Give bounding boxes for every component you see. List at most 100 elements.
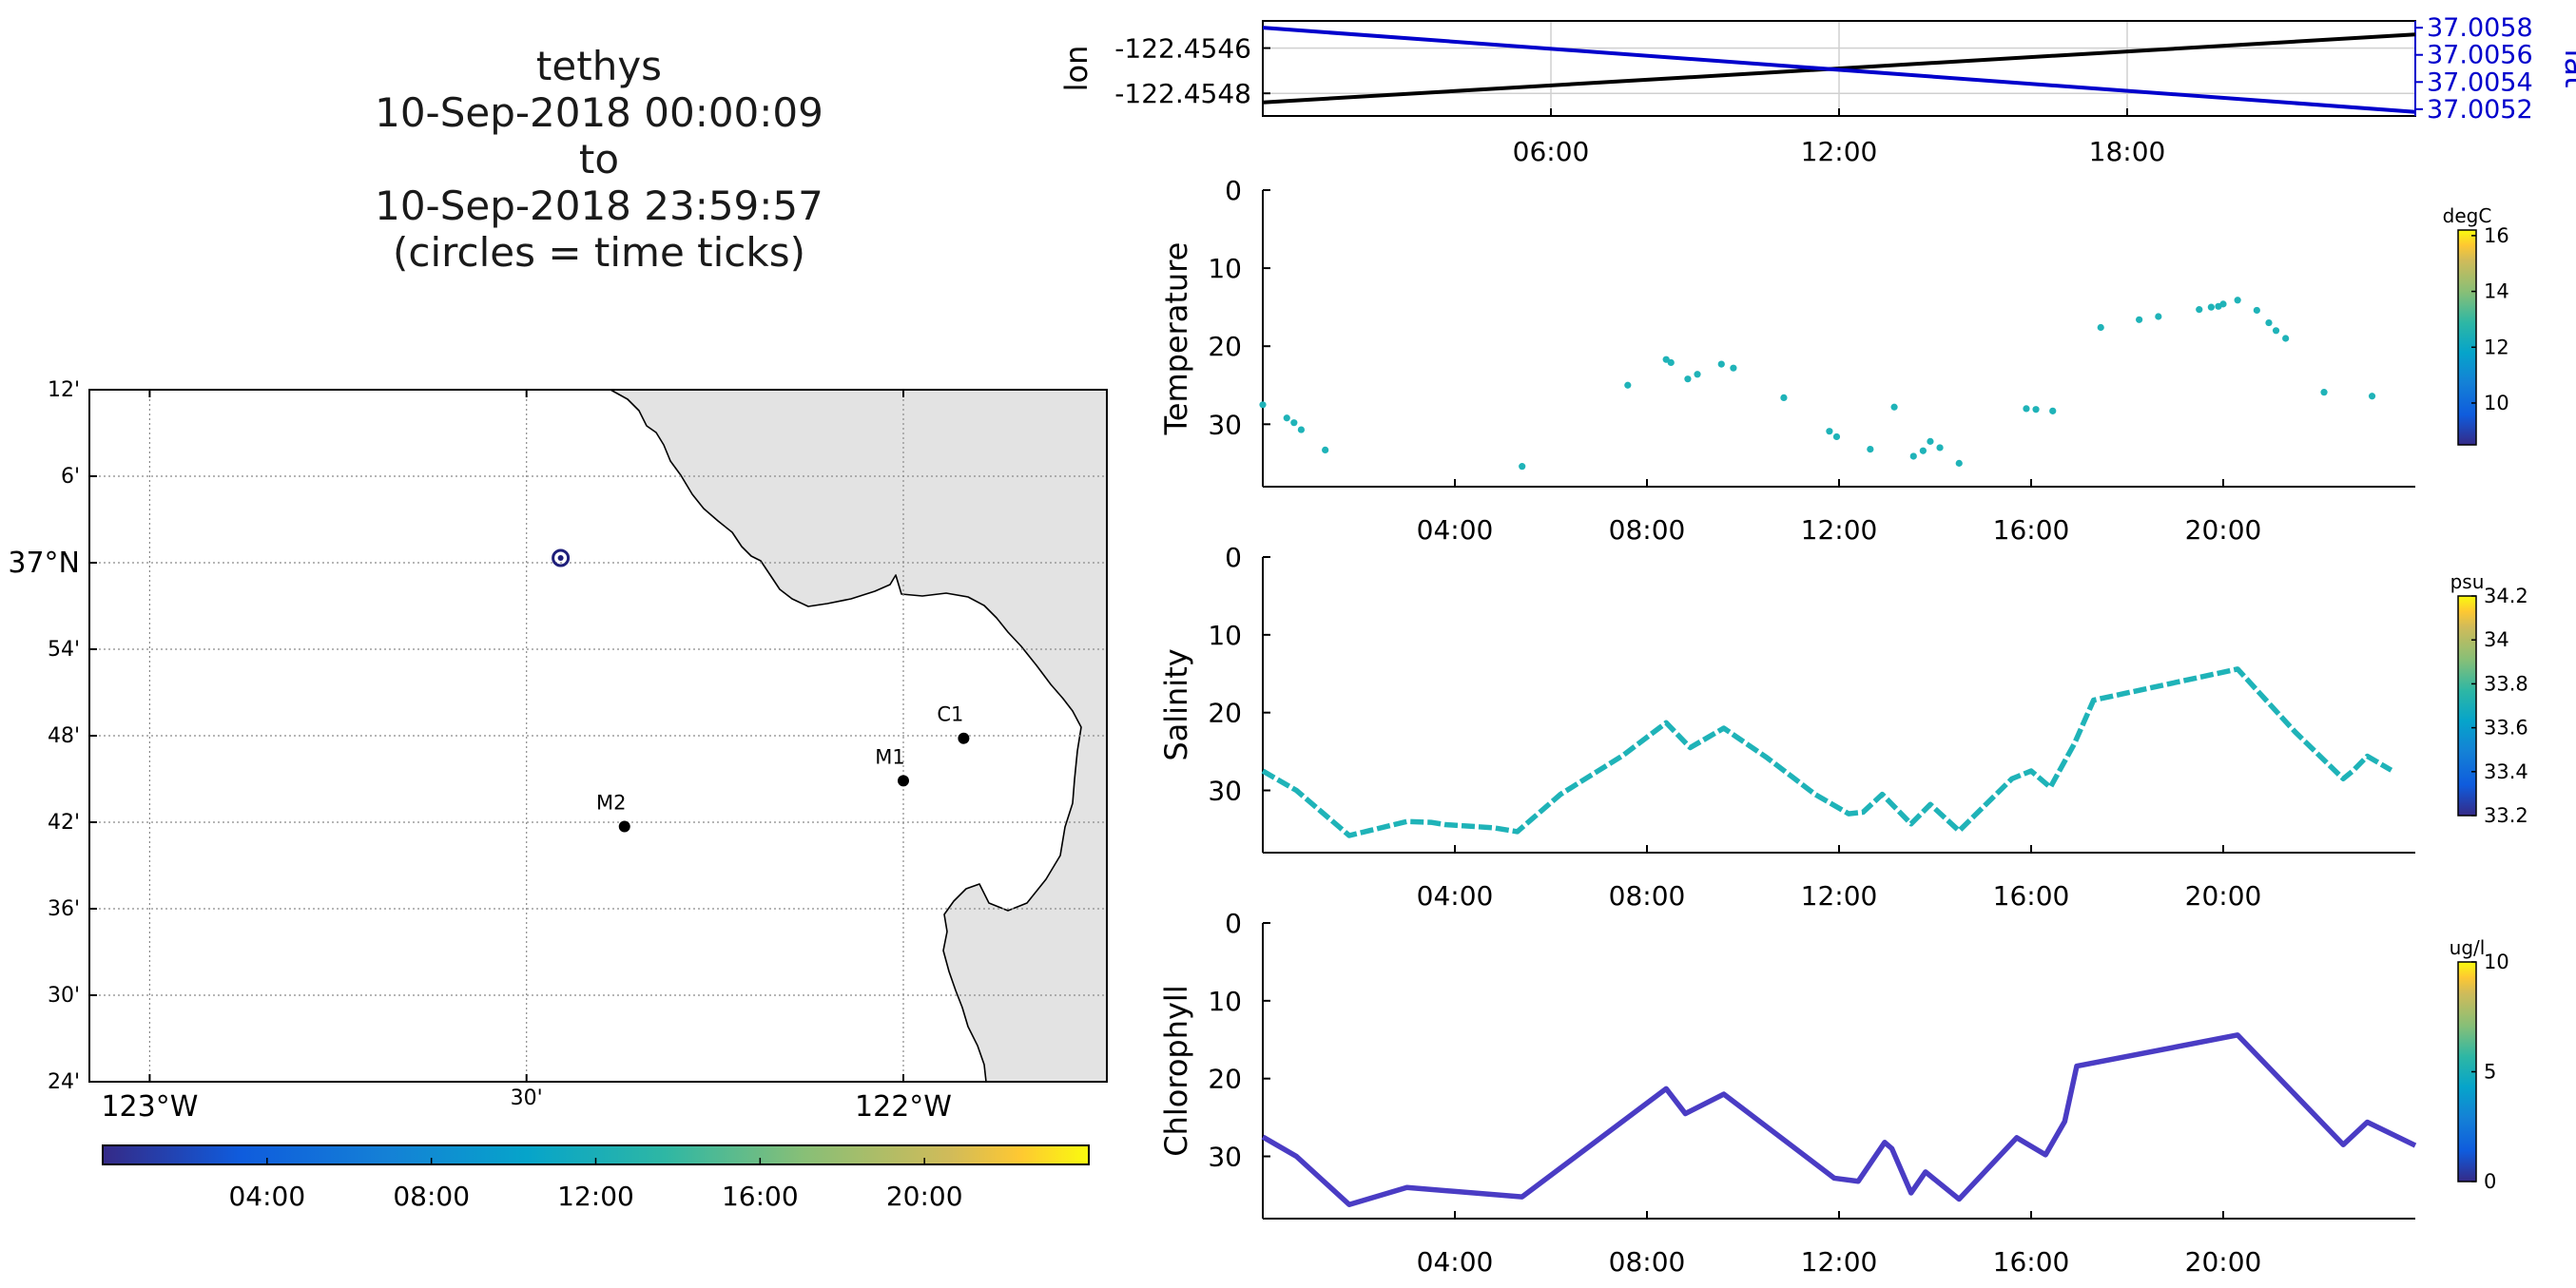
map-lat-tick-label: 37°N [8,547,80,580]
series-line [1261,1032,2417,1208]
time-colorbar-ticks: 04:00 08:00 12:00 16:00 20:00 [228,1158,963,1212]
data-point [1684,375,1692,383]
x-tick-label: 08:00 [1609,514,1686,546]
title-line-vehicle: tethys [535,43,663,89]
data-point [1519,463,1526,471]
colorbar-tick-label: 5 [2484,1061,2496,1084]
map-lon-tick-label: 30' [511,1086,543,1110]
map-panel: 12' 6' 37°N 54' 48' 42' 36' 30' 24' 123°W 30' 122°W… [8,378,1108,1212]
y-tick-label: 20 [1208,331,1242,362]
data-point [1694,371,1701,378]
map-ticks: 12' 6' 37°N 54' 48' 42' 36' 30' 24' 123°W 30' 122°W [8,378,952,1124]
y-tick-label: 0 [1225,175,1242,206]
colorbar [2457,229,2477,446]
y-tick-label: 10 [1208,986,1242,1017]
data-point [2320,389,2328,396]
lon-y-tick-label: -122.4548 [1114,78,1251,109]
data-point [1667,358,1675,367]
title-line-note: (circles = time ticks) [393,229,805,276]
data-point [2023,405,2030,413]
x-tick-label: 04:00 [1417,1246,1494,1278]
lat-y-tick-label: 37.0052 [2427,95,2533,125]
mooring-marker [618,820,630,833]
y-axis-label: Salinity [1158,648,1194,760]
data-point [2368,393,2376,400]
map-grid [89,390,1107,1082]
colorbar-tick-label: 33.4 [2484,760,2528,783]
y-tick-label: 30 [1208,1142,1242,1173]
x-tick-label: 16:00 [1993,880,2070,912]
lat-y-tick-label: 37.0056 [2427,41,2533,70]
series-lat-line [1262,26,2416,114]
lon-axis-label: lon [1058,46,1094,92]
data-point [1297,426,1305,433]
map-lat-tick-label: 12' [48,378,80,402]
mooring-label: M2 [596,792,626,815]
data-point [2234,297,2241,304]
x-tick-label: 08:00 [1609,880,1686,912]
lonlat-x-tick-label: 06:00 [1513,136,1590,167]
x-tick-label: 12:00 [1801,880,1878,912]
map-lat-tick-label: 30' [48,984,80,1008]
title-line-end: 10-Sep-2018 23:59:57 [375,183,823,229]
x-tick-label: 04:00 [1417,880,1494,912]
map-lat-tick-label: 6' [61,465,80,489]
time-colorbar-tick-label: 16:00 [722,1181,799,1212]
title-line-to: to [578,136,620,183]
y-tick-label: 30 [1208,776,1242,807]
vehicle-time-tick-circle [552,548,571,567]
data-point [1890,403,1898,411]
x-tick-label: 16:00 [1993,1246,2070,1278]
colorbar-tick-label: 34 [2484,628,2509,651]
colorbar-tick-label: 16 [2484,224,2509,247]
mooring-marker [898,775,909,787]
data-point [1717,360,1725,368]
map-lon-tick-label: 123°W [101,1090,198,1124]
lon-lat-panel: 06:00 12:00 18:00 -122.4546 -122.4548 37.0058… [1058,13,2576,167]
data-point [2265,318,2273,327]
data-point [1955,459,1963,467]
colorbar-tick-label: 10 [2484,951,2509,973]
lat-y-tick-label: 37.0058 [2427,13,2533,43]
data-point [1283,414,1290,422]
data-point [1909,452,1917,460]
y-axis-label: Temperature [1158,242,1194,436]
colorbar-unit: degC [2443,204,2492,227]
data-point [2272,327,2280,335]
lat-y-tick-label: 37.0054 [2427,67,2533,97]
data-point [2282,335,2290,342]
data-point [1826,428,1833,435]
y-tick-label: 30 [1208,409,1242,440]
y-axis-label: Chlorophyll [1158,985,1194,1156]
data-point [2253,306,2260,315]
colorbar-unit: psu [2450,570,2485,593]
title-line-start: 10-Sep-2018 00:00:09 [375,89,823,136]
data-point [2049,407,2057,414]
data-point [1290,419,1298,427]
data-point [1624,381,1632,389]
lonlat-x-tick-label: 18:00 [2089,136,2166,167]
data-point [1832,433,1841,441]
data-point [1936,444,1944,452]
time-colorbar-tick-label: 04:00 [228,1181,305,1212]
lat-axis-label: lat [2558,48,2576,87]
y-tick-label: 0 [1225,542,1242,573]
salinity-panel: 0 10 20 30 04:00 08:00 12:00 16:00 20:00 Salinity… [1158,542,2528,912]
data-point [2136,316,2143,323]
series-line [1261,666,2393,838]
x-tick-label: 12:00 [1801,514,1878,546]
y-tick-label: 20 [1208,1064,1242,1095]
colorbar-tick-label: 33.6 [2484,717,2528,740]
y-tick-label: 20 [1208,698,1242,729]
data-point [2032,406,2040,413]
data-point [2219,300,2227,308]
data-point [2196,306,2203,314]
time-colorbar-tick-label: 20:00 [886,1181,963,1212]
data-point [2207,303,2215,311]
x-tick-label: 20:00 [2185,514,2262,546]
x-tick-label: 20:00 [2185,880,2262,912]
colorbar-tick-label: 14 [2484,280,2509,303]
map-lat-tick-label: 54' [48,638,80,662]
y-tick-label: 10 [1208,620,1242,651]
temperature-panel: 0 10 20 30 04:00 08:00 12:00 16:00 20:00 Temperat… [1158,175,2509,546]
